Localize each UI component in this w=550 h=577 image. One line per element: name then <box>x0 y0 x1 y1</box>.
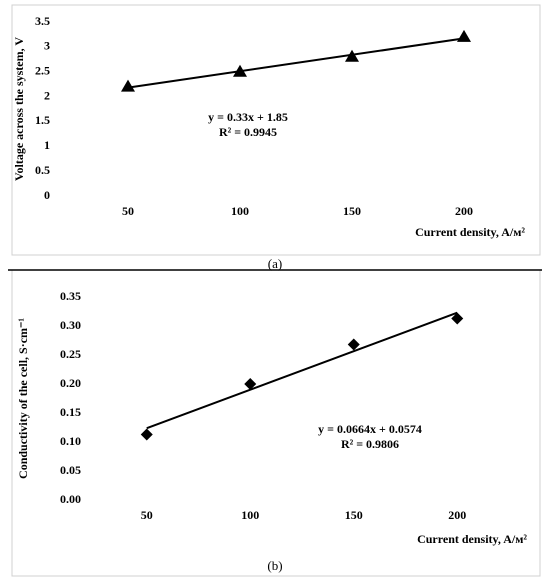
x-tick-label: 150 <box>343 204 361 218</box>
x-tick-label: 150 <box>345 508 363 522</box>
y-tick-label: 2 <box>44 88 50 102</box>
trendline <box>146 311 458 430</box>
y-tick-label: 3.5 <box>35 14 50 28</box>
panel-frame <box>11 269 541 577</box>
x-tick-label: 50 <box>141 508 153 522</box>
y-axis-label: Voltage across the system, V <box>12 37 26 181</box>
data-point <box>345 49 359 62</box>
y-tick-label: 0.35 <box>60 289 81 303</box>
y-tick-label: 0.00 <box>60 492 81 506</box>
data-point <box>347 338 360 351</box>
data-point <box>140 428 153 441</box>
data-point <box>244 378 257 390</box>
y-tick-label: 0.10 <box>60 434 81 448</box>
trendline <box>127 37 465 89</box>
y-tick-label: 0.20 <box>60 376 81 390</box>
x-tick-label: 200 <box>448 508 466 522</box>
y-tick-label: 0.25 <box>60 347 81 361</box>
x-tick-label: 50 <box>122 204 134 218</box>
y-tick-label: 0.05 <box>60 463 81 477</box>
x-tick-label: 100 <box>241 508 259 522</box>
caption: (b) <box>267 558 282 573</box>
trend-r2: R² = 0.9945 <box>219 125 277 139</box>
x-axis-label: Current density, A/м² <box>417 532 527 546</box>
x-tick-label: 200 <box>455 204 473 218</box>
y-tick-label: 0.15 <box>60 405 81 419</box>
data-point <box>451 312 464 325</box>
y-tick-label: 0.30 <box>60 318 81 332</box>
panel-frame <box>11 4 541 256</box>
data-point <box>233 64 247 77</box>
y-tick-label: 1 <box>44 138 50 152</box>
data-point <box>457 29 471 42</box>
data-point <box>121 79 135 92</box>
y-tick-label: 1.5 <box>35 113 50 127</box>
y-tick-label: 2.5 <box>35 63 50 77</box>
x-axis-label: Current density, A/м² <box>415 225 525 239</box>
y-tick-label: 0 <box>44 188 50 202</box>
caption: (a) <box>268 256 282 271</box>
y-axis-label: Conductivity of the cell, S·cm⁻¹ <box>16 318 30 479</box>
trend-r2: R² = 0.9806 <box>341 437 399 451</box>
trend-equation: y = 0.33x + 1.85 <box>208 110 288 124</box>
x-tick-label: 100 <box>231 204 249 218</box>
y-tick-label: 0.5 <box>35 163 50 177</box>
trend-equation: y = 0.0664x + 0.0574 <box>318 422 422 436</box>
y-tick-label: 3 <box>44 39 50 53</box>
